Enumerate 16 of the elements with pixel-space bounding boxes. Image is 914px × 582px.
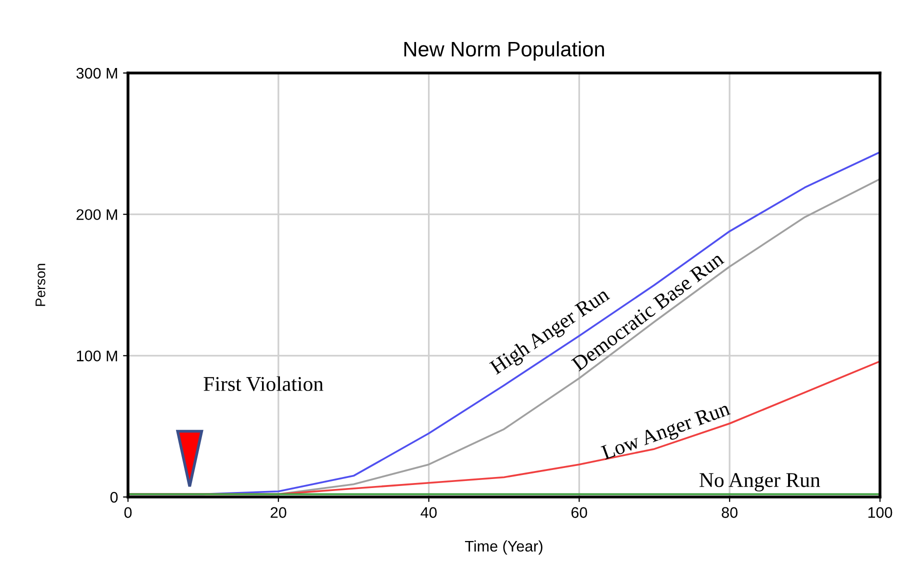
annotation: First Violation xyxy=(204,376,324,392)
y-tick-label: 200 M xyxy=(76,209,118,220)
y-tick-label: 0 xyxy=(110,492,118,503)
y-axis-title: Person xyxy=(36,264,46,306)
x-tick-label: 60 xyxy=(571,507,588,518)
x-tick-label: 40 xyxy=(420,507,437,518)
y-tick-label: 300 M xyxy=(76,68,118,79)
x-tick-label: 80 xyxy=(722,507,738,518)
series-label: No Anger Run xyxy=(700,473,820,492)
x-tick-label: 0 xyxy=(124,507,132,518)
x-tick-label: 20 xyxy=(270,507,286,518)
text: Low Anger Run xyxy=(600,401,732,464)
x-tick-label: 100 xyxy=(868,507,892,518)
y-tick-label: 100 M xyxy=(76,350,118,362)
chart-title: New Norm Population xyxy=(404,41,604,61)
x-axis-title: Time (Year) xyxy=(465,540,542,555)
